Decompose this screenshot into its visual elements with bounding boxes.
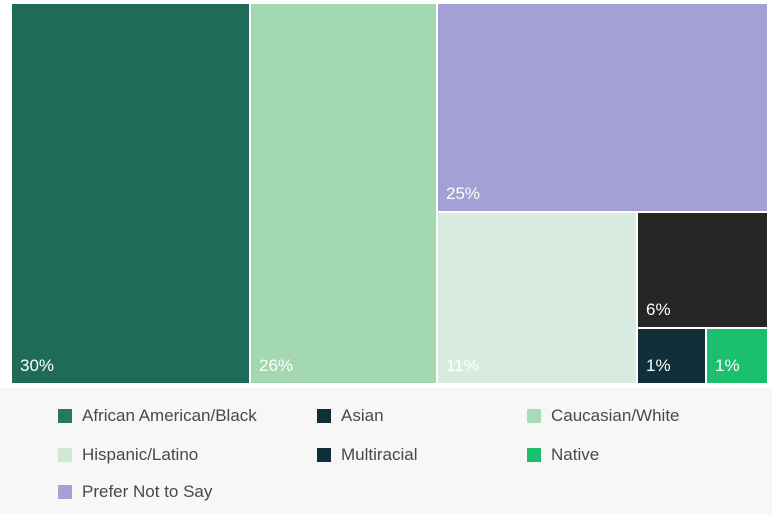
chart-legend: African American/Black Asian Caucasian/Whi…	[0, 388, 772, 514]
treemap-tile-hispanic-latino: 11%	[438, 213, 636, 383]
legend-swatch	[527, 448, 541, 462]
legend-swatch	[317, 409, 331, 423]
tile-value-label: 25%	[446, 184, 481, 203]
legend-label: Multiracial	[341, 445, 418, 464]
legend-item-prefer-not-to-say: Prefer Not to Say	[58, 482, 212, 502]
legend-swatch	[58, 485, 72, 499]
tile-value-label: 1%	[715, 356, 740, 375]
legend-label: Hispanic/Latino	[82, 445, 199, 464]
legend-label: Asian	[341, 406, 384, 425]
tile-value-label: 11%	[446, 356, 479, 375]
tile-value-label: 6%	[646, 300, 671, 319]
legend-label: Native	[551, 445, 600, 464]
treemap-tile-caucasian-white: 26%	[251, 4, 436, 383]
legend-label: Caucasian/White	[551, 406, 680, 425]
treemap-tile-multiracial: 6%	[638, 213, 767, 327]
legend-swatch	[58, 448, 72, 462]
legend-item-caucasian-white: Caucasian/White	[527, 406, 680, 426]
legend-item-native: Native	[527, 445, 599, 465]
treemap-tile-prefer-not-to-say: 25%	[438, 4, 767, 211]
legend-swatch	[527, 409, 541, 423]
legend-item-african-american-black: African American/Black	[58, 406, 257, 426]
legend-item-hispanic-latino: Hispanic/Latino	[58, 445, 198, 465]
tile-value-label: 30%	[20, 356, 55, 375]
tile-value-label: 1%	[646, 356, 671, 375]
legend-label: African American/Black	[82, 406, 257, 425]
legend-swatch	[317, 448, 331, 462]
treemap-tile-asian: 1%	[638, 329, 705, 383]
tile-value-label: 26%	[259, 356, 294, 375]
legend-item-asian: Asian	[317, 406, 384, 426]
treemap-tile-african-american-black: 30%	[12, 4, 249, 383]
legend-label: Prefer Not to Say	[82, 482, 213, 501]
legend-swatch	[58, 409, 72, 423]
legend-item-multiracial: Multiracial	[317, 445, 418, 465]
treemap-tile-native: 1%	[707, 329, 767, 383]
treemap-chart: 30% 26% 25% 11% 6% 1% 1%	[12, 4, 767, 383]
